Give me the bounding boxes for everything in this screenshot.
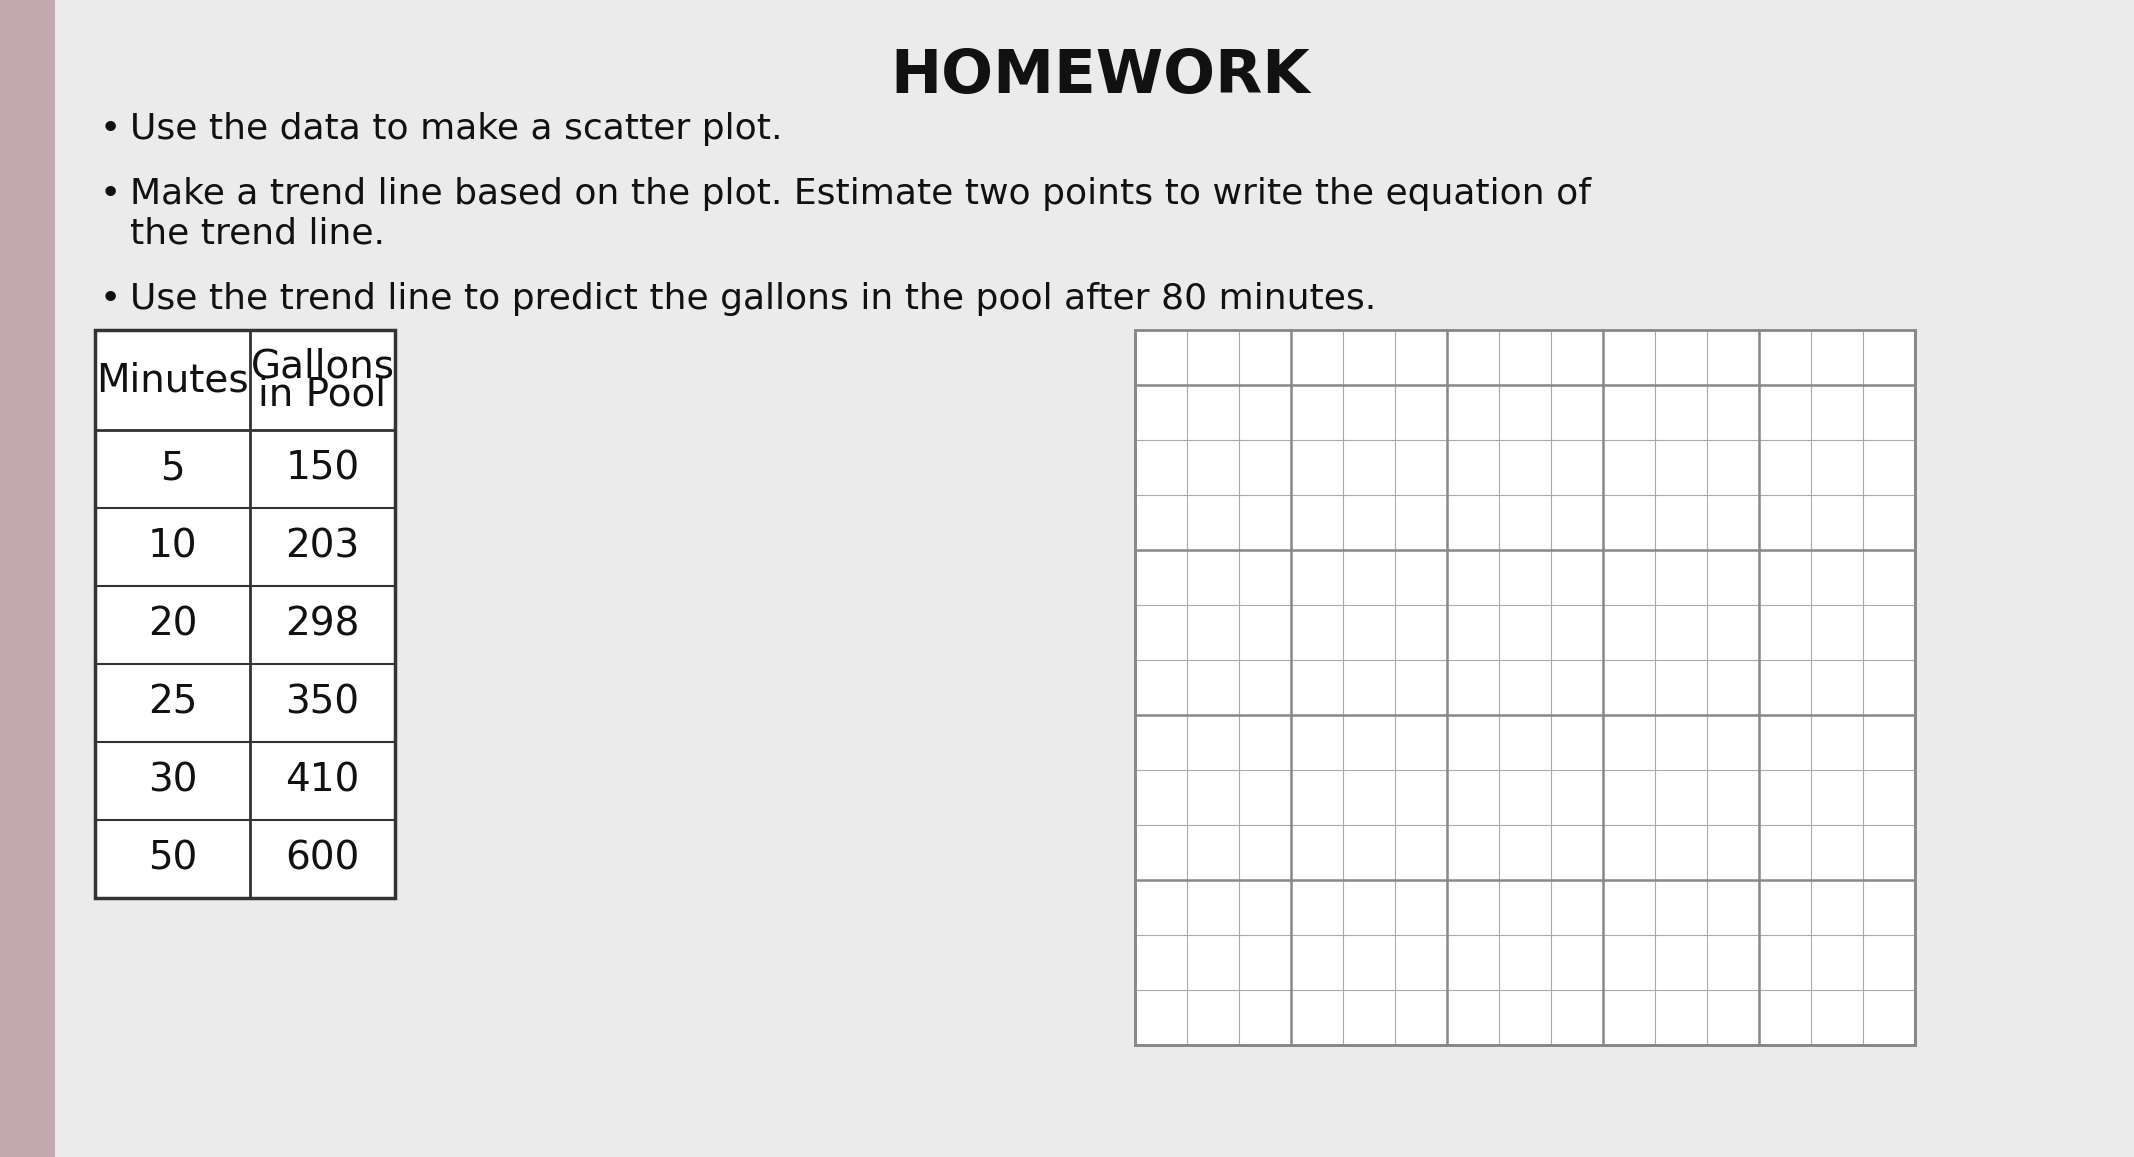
Text: Use the trend line to predict the gallons in the pool after 80 minutes.: Use the trend line to predict the gallon… — [130, 282, 1376, 316]
Text: 5: 5 — [160, 450, 186, 488]
Text: HOMEWORK: HOMEWORK — [890, 47, 1310, 106]
Text: Make a trend line based on the plot. Estimate two points to write the equation o: Make a trend line based on the plot. Est… — [130, 177, 1592, 211]
Text: •: • — [100, 112, 122, 146]
Text: •: • — [100, 282, 122, 316]
Text: 298: 298 — [286, 606, 361, 644]
Text: 350: 350 — [286, 684, 359, 722]
Text: 410: 410 — [286, 762, 361, 799]
Text: 50: 50 — [147, 840, 196, 878]
Bar — [1135, 330, 1914, 1045]
Text: Gallons: Gallons — [250, 347, 395, 385]
Text: the trend line.: the trend line. — [130, 218, 384, 251]
Text: Minutes: Minutes — [96, 361, 250, 399]
Text: 203: 203 — [286, 528, 361, 566]
Text: •: • — [100, 177, 122, 211]
Bar — [96, 330, 395, 898]
Text: 600: 600 — [286, 840, 361, 878]
Text: 25: 25 — [147, 684, 196, 722]
Text: in Pool: in Pool — [258, 375, 386, 413]
Text: 20: 20 — [147, 606, 196, 644]
Text: 150: 150 — [286, 450, 361, 488]
Text: 10: 10 — [147, 528, 196, 566]
Text: Use the data to make a scatter plot.: Use the data to make a scatter plot. — [130, 112, 783, 146]
Bar — [1135, 330, 1914, 1045]
Text: 30: 30 — [147, 762, 196, 799]
Bar — [96, 330, 395, 898]
